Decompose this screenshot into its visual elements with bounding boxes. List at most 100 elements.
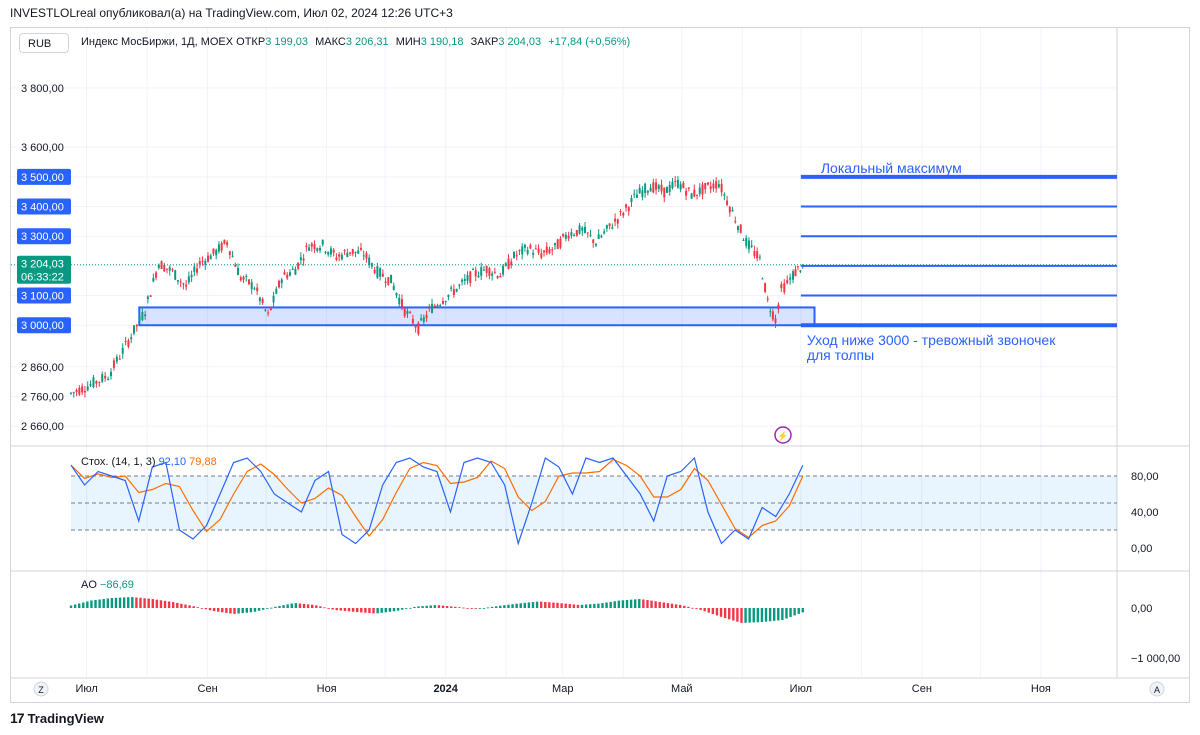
candle-body [272, 295, 275, 303]
candle-135 [441, 297, 444, 305]
candle-161 [512, 251, 515, 259]
candle-body [283, 272, 286, 275]
candle-99 [343, 249, 346, 256]
candle-body [81, 386, 84, 393]
candle-120 [400, 294, 403, 311]
y-tick-label-4: 2 660,00 [21, 421, 64, 433]
candle-61 [239, 275, 242, 282]
candle-body [499, 275, 502, 278]
candle-123 [409, 310, 412, 314]
candle-212 [652, 178, 655, 194]
candle-body [340, 254, 343, 260]
candle-235 [715, 177, 718, 193]
candle-body [373, 269, 376, 274]
zoom-icon-glyph: Z [38, 685, 44, 695]
ao-bar-12 [118, 597, 122, 608]
chart-canvas[interactable]: Локальный максимум Уход ниже 3000 - трево… [11, 28, 1189, 702]
ao-bar-14 [127, 597, 130, 608]
ao-bar-68 [347, 608, 351, 612]
candle-body [239, 277, 242, 281]
candle-body [472, 269, 475, 271]
candle-body [766, 298, 769, 300]
candle-body [104, 375, 107, 379]
ao-bar-110 [519, 603, 522, 608]
y-tick-label-0: 3 800,00 [21, 83, 64, 95]
x-tick-label-2: Ноя [317, 683, 337, 695]
candle-body [723, 194, 726, 196]
candle-body [570, 232, 573, 236]
stoch-d-line [70, 458, 804, 539]
candle-body [141, 312, 144, 320]
candle-body [447, 294, 450, 298]
candle-body [469, 271, 472, 284]
candle-body [275, 288, 278, 294]
ao-bar-163 [736, 608, 739, 622]
candle-12 [104, 371, 107, 382]
candle-116 [390, 274, 393, 284]
ao-bar-47 [261, 608, 265, 610]
ao-bar-130 [601, 603, 604, 608]
candle-252 [761, 277, 764, 280]
candle-body [512, 251, 515, 258]
candle-body [783, 283, 786, 293]
ao-bar-78 [388, 608, 392, 612]
candle-body [220, 242, 223, 251]
candle-241 [731, 206, 734, 212]
candle-46 [198, 257, 201, 269]
candle-body [742, 239, 745, 241]
candle-185 [578, 223, 581, 235]
ao-bar-154 [699, 608, 702, 610]
candle-201 [622, 211, 625, 218]
candle-body [676, 179, 679, 188]
candle-body [551, 249, 554, 251]
candle-39 [179, 278, 182, 288]
candle-body [237, 267, 240, 276]
candle-59 [234, 262, 237, 267]
candle-216 [663, 187, 666, 203]
candle-196 [608, 223, 611, 230]
candle-body [392, 285, 395, 290]
candle-97 [338, 251, 341, 262]
candle-body [242, 276, 245, 280]
candle-body [630, 197, 633, 203]
candle-98 [340, 252, 343, 261]
candle-45 [196, 263, 199, 276]
ao-bar-38 [225, 608, 228, 613]
candle-28 [149, 294, 152, 298]
x-tick-label-4: Мар [552, 683, 574, 695]
ao-bar-173 [777, 608, 780, 621]
candle-body [319, 248, 322, 251]
candle-body [436, 304, 439, 307]
candle-body [115, 356, 118, 362]
candle-body [477, 275, 480, 278]
ao-bar-46 [257, 608, 261, 611]
ao-bar-171 [768, 608, 772, 622]
candle-71 [267, 309, 270, 317]
ao-bar-161 [728, 608, 731, 620]
candle-18 [121, 343, 124, 359]
candle-body [581, 227, 584, 231]
candle-body [616, 219, 619, 224]
currency-selector[interactable]: RUB [19, 33, 69, 53]
candle-171 [540, 248, 543, 260]
candle-92 [324, 250, 327, 255]
x-tick-label-8: Ноя [1031, 683, 1051, 695]
candle-body [280, 279, 283, 284]
ao-bar-177 [793, 608, 796, 616]
ao-bar-104 [494, 606, 498, 608]
candle-body [245, 275, 248, 277]
candle-22 [133, 325, 136, 336]
ao-bar-29 [188, 605, 191, 608]
candle-body [157, 264, 160, 269]
ao-bar-27 [180, 603, 183, 608]
candle-167 [529, 243, 532, 250]
candle-74 [275, 286, 278, 295]
candle-41 [185, 279, 188, 291]
ao-bar-10 [110, 597, 114, 608]
candle-147 [474, 266, 477, 282]
candle-222 [679, 181, 682, 193]
chart-frame[interactable]: Локальный максимум Уход ниже 3000 - трево… [10, 27, 1190, 703]
candle-body [417, 322, 420, 335]
candle-229 [698, 183, 701, 197]
candle-body [704, 183, 707, 190]
